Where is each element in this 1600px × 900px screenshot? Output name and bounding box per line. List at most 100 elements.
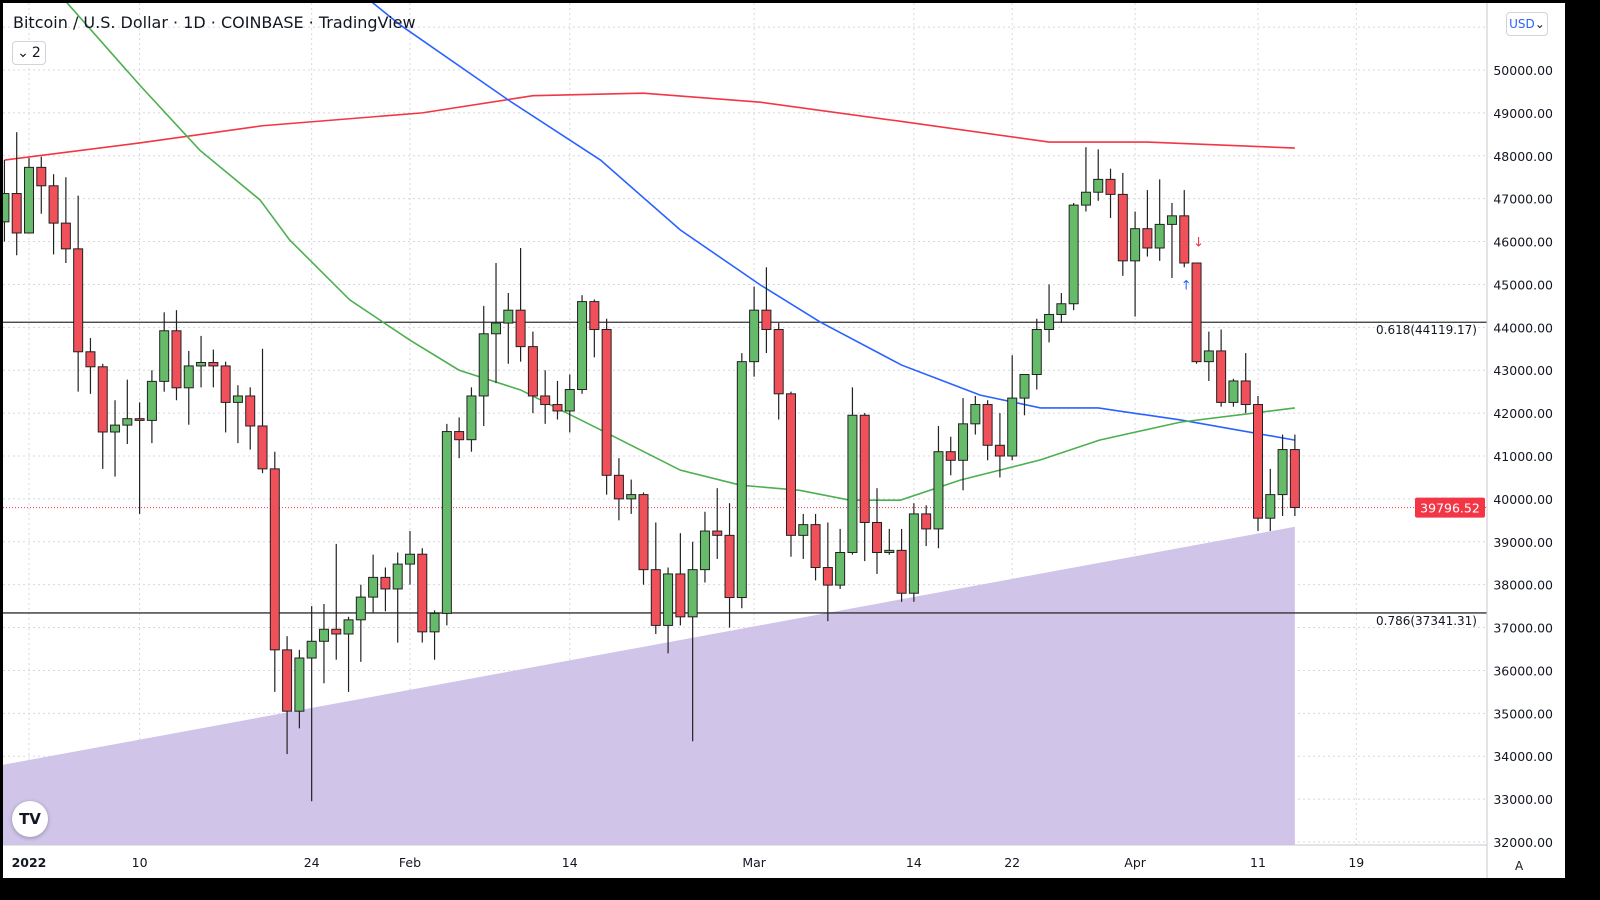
candle-body — [675, 573, 686, 618]
candle — [294, 649, 305, 729]
candle-body — [417, 553, 428, 633]
candle — [1228, 378, 1239, 407]
candle — [650, 522, 661, 634]
candle — [699, 511, 710, 583]
chart-frame: 0.618(44119.17) 0.786(37341.31) ↓ ↑ 50000.00… — [3, 3, 1565, 878]
candle-body — [97, 366, 108, 433]
candle — [958, 398, 969, 491]
price-axis-label: 37000.00 — [1493, 621, 1553, 636]
candle — [613, 458, 624, 521]
candle — [417, 548, 428, 643]
candle — [134, 402, 145, 514]
candle-body — [1130, 228, 1141, 262]
candle-body — [404, 553, 415, 565]
candle-body — [1191, 262, 1202, 363]
candle-body — [724, 534, 735, 599]
candle-body — [159, 330, 170, 382]
candle-body — [146, 380, 157, 421]
candle — [1203, 331, 1214, 381]
candle-body — [24, 166, 34, 234]
candle-body — [859, 414, 870, 523]
candle — [355, 584, 366, 662]
candle — [1130, 211, 1141, 317]
price-axis-label: 42000.00 — [1493, 406, 1553, 421]
candle-body — [1179, 215, 1190, 264]
time-axis-label: 2022 — [12, 855, 47, 870]
candle-body — [1216, 350, 1227, 403]
candle — [282, 636, 293, 755]
candle — [269, 451, 280, 692]
candle-body — [638, 494, 649, 571]
candle — [1093, 149, 1104, 201]
candle — [331, 543, 342, 660]
candle-body — [687, 569, 698, 618]
time-axis-label: Feb — [399, 855, 421, 870]
auto-scale-button[interactable]: A — [1515, 859, 1524, 873]
candle-body — [699, 530, 710, 571]
candle — [183, 350, 194, 425]
last-price-badge — [1415, 497, 1485, 518]
candle-body — [73, 248, 84, 353]
fib-level-label: 0.786(37341.31) — [1376, 614, 1477, 628]
price-axis-label: 38000.00 — [1493, 578, 1553, 593]
candle — [1154, 179, 1165, 261]
candle-body — [466, 395, 477, 441]
candle — [208, 349, 219, 388]
candle — [540, 370, 551, 424]
candle-body — [294, 657, 305, 712]
currency-button[interactable]: USD ⌄ — [1506, 12, 1548, 36]
time-axis-label: 19 — [1348, 855, 1364, 870]
candle-body — [503, 309, 514, 324]
price-axis-label: 50000.00 — [1493, 63, 1553, 78]
candle — [3, 160, 10, 242]
candle-body — [896, 549, 907, 594]
candle-body — [1166, 215, 1177, 225]
candle-body — [257, 425, 268, 470]
candle-body — [11, 193, 22, 234]
price-axis-label: 39000.00 — [1493, 535, 1553, 550]
candle — [466, 387, 477, 452]
price-axis-label: 46000.00 — [1493, 235, 1553, 250]
candle-body — [994, 444, 1005, 457]
buy-signal-arrow: ↑ — [1181, 278, 1192, 293]
tradingview-logo[interactable]: TV — [12, 801, 48, 837]
candle — [478, 305, 489, 426]
candle-body — [749, 309, 760, 363]
price-axis-label: 45000.00 — [1493, 277, 1553, 292]
candle — [85, 338, 96, 394]
candle — [921, 505, 932, 547]
candle — [60, 177, 71, 264]
candle — [663, 567, 674, 654]
candle — [441, 423, 452, 626]
time-axis-label: Mar — [742, 855, 766, 870]
candle-body — [1265, 494, 1276, 519]
candle-body — [269, 468, 280, 651]
candle-body — [491, 322, 502, 335]
candle-body — [613, 474, 624, 500]
price-axis-label: 35000.00 — [1493, 706, 1553, 721]
currency-label: USD — [1509, 17, 1535, 31]
candle — [36, 156, 47, 214]
candle — [1007, 355, 1018, 461]
candle-body — [380, 576, 391, 590]
candle-body — [515, 309, 526, 348]
candle-body — [527, 346, 538, 397]
candlestick-chart[interactable]: 0.618(44119.17) 0.786(37341.31) ↓ ↑ 50000.00… — [3, 3, 1565, 878]
price-axis-label: 43000.00 — [1493, 363, 1553, 378]
candle — [626, 479, 637, 514]
candle — [724, 503, 735, 628]
candle-body — [196, 362, 207, 367]
candle — [552, 380, 563, 420]
candle-body — [331, 628, 342, 635]
moving-average-line — [371, 3, 1296, 441]
price-axis-label: 48000.00 — [1493, 149, 1553, 164]
candle — [1265, 468, 1276, 532]
candle — [859, 413, 870, 562]
candle-body — [712, 530, 723, 536]
indicators-collapse-button[interactable]: ⌄ 2 — [12, 41, 46, 65]
price-axis-label: 47000.00 — [1493, 192, 1553, 207]
candle — [1166, 202, 1177, 279]
candle — [122, 379, 133, 444]
price-axis-label: 41000.00 — [1493, 449, 1553, 464]
candle-body — [355, 596, 366, 621]
